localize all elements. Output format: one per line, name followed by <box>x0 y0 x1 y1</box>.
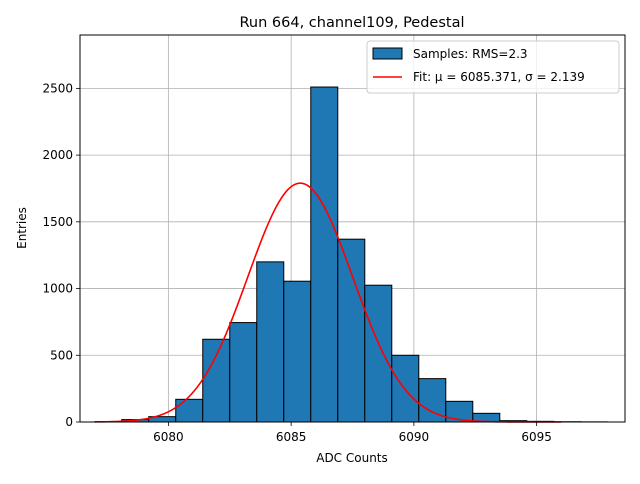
legend-histogram-label: Samples: RMS=2.3 <box>413 47 528 61</box>
histogram-bars <box>95 87 608 422</box>
y-tick-label: 0 <box>65 415 73 429</box>
legend: Samples: RMS=2.3 Fit: μ = 6085.371, σ = … <box>367 41 619 93</box>
y-tick-label: 1500 <box>42 215 73 229</box>
x-tick-label: 6090 <box>399 430 430 444</box>
histogram-bar <box>203 339 230 422</box>
legend-histogram-swatch <box>373 48 402 59</box>
x-axis-ticks: 6080 6085 6090 6095 <box>153 422 552 444</box>
y-tick-label: 1000 <box>42 282 73 296</box>
y-tick-label: 500 <box>50 348 73 362</box>
x-tick-label: 6080 <box>153 430 184 444</box>
histogram-bar <box>311 87 338 422</box>
x-tick-label: 6095 <box>521 430 552 444</box>
y-axis-label: Entries <box>15 207 29 249</box>
legend-fit-label: Fit: μ = 6085.371, σ = 2.139 <box>413 70 585 84</box>
x-axis-label: ADC Counts <box>316 451 388 465</box>
histogram-bar <box>284 281 311 422</box>
y-axis-ticks: 0 500 1000 1500 2000 2500 <box>42 81 80 429</box>
histogram-bar <box>338 239 365 422</box>
x-tick-label: 6085 <box>276 430 307 444</box>
histogram-bar <box>257 262 284 422</box>
y-tick-label: 2000 <box>42 148 73 162</box>
histogram-bar <box>365 285 392 422</box>
histogram-bar <box>230 323 257 422</box>
chart-title: Run 664, channel109, Pedestal <box>239 15 464 31</box>
y-tick-label: 2500 <box>42 81 73 95</box>
histogram-bar <box>176 399 203 422</box>
